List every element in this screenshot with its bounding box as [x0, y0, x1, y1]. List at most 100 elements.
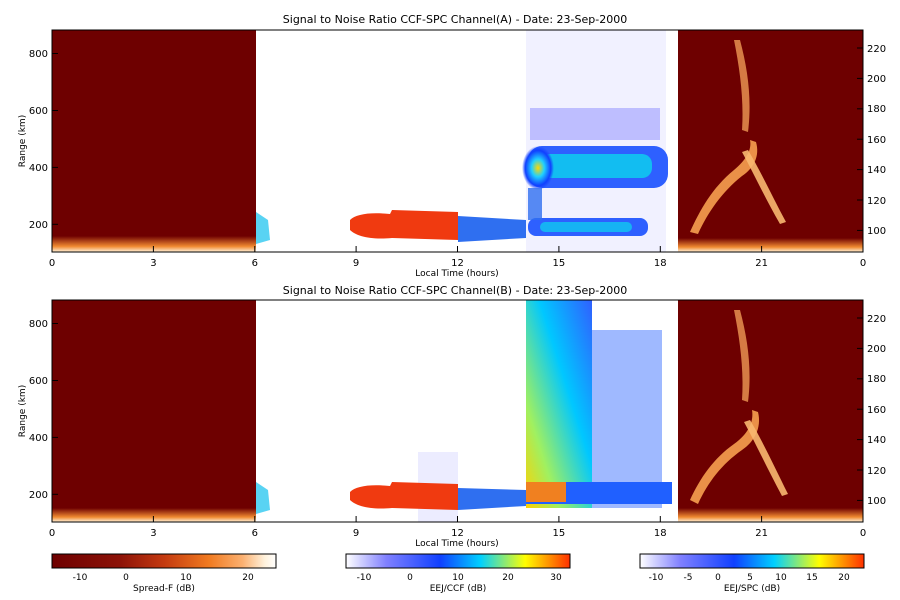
panel-b-y-tick-label: 200 — [29, 490, 48, 501]
panel-a-spreadf-left — [52, 30, 256, 252]
panel-a-spc-haze — [526, 30, 666, 252]
panel-a-y-ticks — [52, 53, 58, 225]
panel-a-spc-core — [522, 146, 554, 190]
colorbar-eej-ccf: -10 0 10 20 30 EEJ/CCF (dB) — [345, 553, 571, 594]
panel-b-plume — [690, 410, 760, 504]
panel-b-ylabel: Range (km) — [18, 385, 28, 437]
panel-a-spreadf-right-bottom — [678, 238, 863, 252]
panel-a-y-tick-label: 800 — [29, 49, 48, 60]
panel-b-x-tick-label: 12 — [451, 528, 464, 539]
panel-b-spc-base-core — [526, 482, 566, 502]
panel-b-x-tick-label: 9 — [353, 528, 359, 539]
panel-b-plume-tail — [744, 420, 788, 496]
colorbar-eej-ccf-tick: 0 — [407, 573, 413, 583]
panel-a-x-ticks — [51, 246, 864, 252]
colorbar-eej-ccf-tick: 20 — [502, 573, 514, 583]
colorbar-eej-spc-tick: 5 — [747, 573, 753, 583]
panel-b-xlabel: Local Time (hours) — [415, 539, 498, 549]
panel-a-spc-column — [528, 188, 542, 220]
panel-b-y-tick-label: 800 — [29, 319, 48, 330]
panel-a-title: Signal to Noise Ratio CCF-SPC Channel(A)… — [283, 13, 627, 26]
panel-a-plume — [690, 140, 758, 234]
panel-a-plume-top — [734, 40, 750, 132]
panel-a-ylabel: Range (km) — [18, 115, 28, 167]
panel-a-y2-tick-label: 200 — [867, 74, 886, 85]
colorbar-spread-f-label: Spread-F (dB) — [133, 584, 195, 594]
panel-b: Signal to Noise Ratio CCF-SPC Channel(B)… — [18, 284, 886, 549]
panel-a-x-tick-label: 0 — [860, 258, 866, 269]
panel-a-y2-tick-label: 160 — [867, 135, 886, 146]
panel-a-ccf-red-band — [350, 210, 458, 240]
panel-a-spc-echo-upper — [530, 108, 660, 140]
panel-a-spreadf-left-bottom — [52, 236, 256, 252]
colorbar-eej-spc-tick: 20 — [838, 573, 850, 583]
colorbar-spread-f-tick: -10 — [73, 573, 88, 583]
panel-a-y-tick-labels: 200 400 600 800 — [29, 49, 48, 231]
colorbar-spread-f-gradient — [51, 553, 277, 569]
colorbar-eej-ccf-tick: -10 — [357, 573, 372, 583]
panel-a-y2-tick-label: 140 — [867, 165, 886, 176]
panel-a-y-tick-label: 200 — [29, 220, 48, 231]
panel-a-x-tick-label: 15 — [553, 258, 566, 269]
panel-b-ccf-blue-band — [458, 488, 526, 510]
panel-a-spc-band-low-core — [540, 222, 632, 232]
colorbar-eej-spc: -10 -5 0 5 10 15 20 EEJ/SPC (dB) — [639, 553, 865, 594]
colorbar-eej-ccf-label: EEJ/CCF (dB) — [430, 584, 487, 594]
panel-b-y2-tick-label: 180 — [867, 374, 886, 385]
panel-a-x-tick-label: 0 — [49, 258, 55, 269]
panel-b-y2-tick-label: 200 — [867, 344, 886, 355]
colorbar-eej-spc-tick: 10 — [775, 573, 787, 583]
colorbar-eej-ccf-gradient — [345, 553, 571, 569]
panel-b-y2-tick-label: 120 — [867, 466, 886, 477]
colorbar-eej-spc-tick: 0 — [715, 573, 721, 583]
colorbar-eej-spc-tick: -10 — [649, 573, 664, 583]
panel-a-x-tick-label: 6 — [252, 258, 258, 269]
panel-a-y-tick-label: 600 — [29, 106, 48, 117]
colorbar-eej-ccf-tick: 10 — [452, 573, 464, 583]
panel-a-plume-tail — [742, 150, 786, 224]
panel-a-x-tick-label: 9 — [353, 258, 359, 269]
panel-a-x-tick-label: 18 — [654, 258, 667, 269]
panel-a: Signal to Noise Ratio CCF-SPC Channel(A)… — [18, 13, 886, 279]
panel-b-x-tick-labels: 0 3 6 9 12 15 18 21 0 — [49, 528, 866, 539]
panel-b-x-tick-label: 15 — [553, 528, 566, 539]
colorbar-spread-f: -10 0 10 20 Spread-F (dB) — [51, 553, 277, 594]
panel-b-spc-streaks — [592, 330, 662, 508]
panel-b-y2-tick-labels: 100 120 140 160 180 200 220 — [867, 314, 886, 507]
panel-b-y2-ticks — [857, 317, 863, 501]
panel-a-x-tick-label: 3 — [150, 258, 156, 269]
panel-a-ccf-blue-band — [458, 216, 526, 242]
panel-a-xlabel: Local Time (hours) — [415, 269, 498, 279]
panel-a-y-tick-label: 400 — [29, 163, 48, 174]
panel-b-x-tick-label: 6 — [252, 528, 258, 539]
panel-b-ccf-early — [256, 482, 270, 514]
panel-b-x-tick-label: 3 — [150, 528, 156, 539]
colorbar-spread-f-tick: 10 — [180, 573, 192, 583]
panel-a-ccf-early — [256, 212, 270, 244]
panel-b-y-tick-label: 600 — [29, 376, 48, 387]
panel-b-x-tick-label: 21 — [755, 528, 768, 539]
panel-b-y-tick-labels: 200 400 600 800 — [29, 319, 48, 501]
panel-b-x-tick-label: 0 — [49, 528, 55, 539]
panel-a-y2-tick-label: 120 — [867, 196, 886, 207]
panel-a-spc-band-mid-core — [540, 154, 652, 178]
panel-b-y2-tick-label: 140 — [867, 435, 886, 446]
panel-a-y2-tick-label: 100 — [867, 226, 886, 237]
colorbar-eej-ccf-tick: 30 — [550, 573, 562, 583]
panel-b-y2-tick-label: 100 — [867, 496, 886, 507]
colorbar-eej-spc-label: EEJ/SPC (dB) — [724, 584, 780, 594]
panel-b-spreadf-right — [678, 300, 863, 522]
panel-a-y2-tick-label: 220 — [867, 44, 886, 55]
panel-a-y2-ticks — [857, 47, 863, 231]
colorbar-eej-spc-tick: -5 — [684, 573, 693, 583]
panel-a-heatmap — [52, 30, 863, 252]
panel-b-spreadf-right-bottom — [678, 508, 863, 522]
panel-b-y2-tick-label: 220 — [867, 314, 886, 325]
panel-b-title: Signal to Noise Ratio CCF-SPC Channel(B)… — [283, 284, 627, 297]
colorbar-spread-f-tick: 20 — [242, 573, 254, 583]
panel-a-x-tick-label: 21 — [755, 258, 768, 269]
colorbar-eej-spc-tick: 15 — [806, 573, 817, 583]
panel-a-spreadf-right — [678, 30, 863, 252]
panel-b-y-ticks — [52, 323, 58, 495]
